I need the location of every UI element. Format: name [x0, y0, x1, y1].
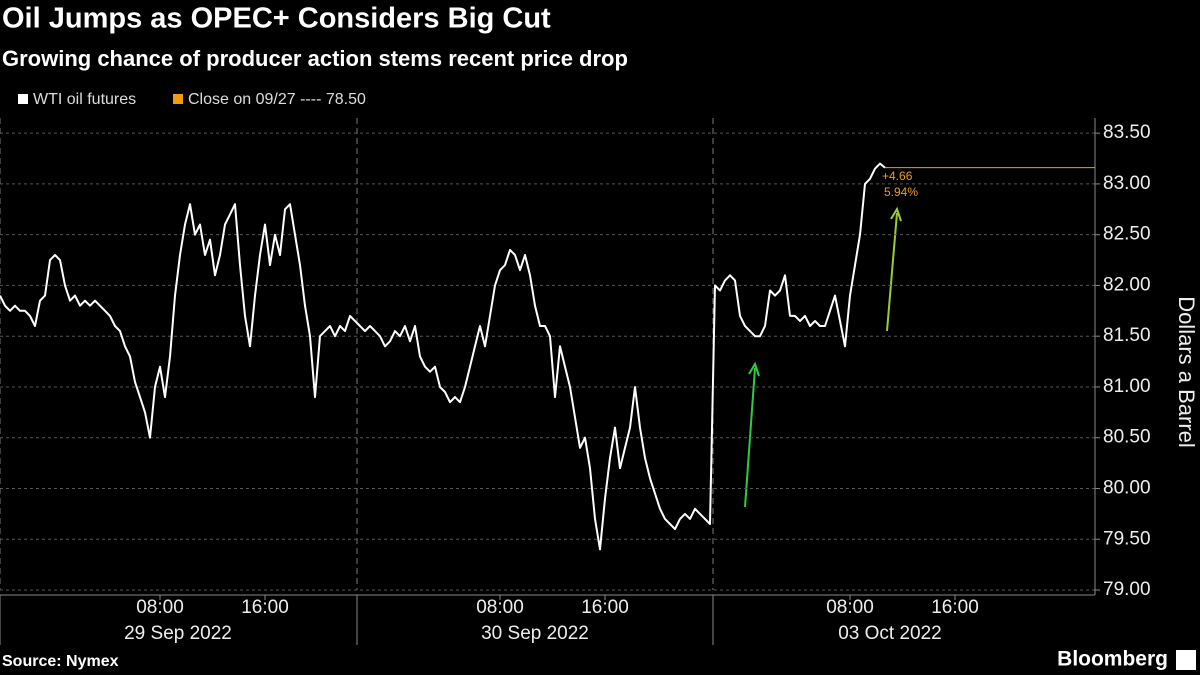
y-tick-label: 79.50: [1103, 528, 1151, 549]
annotation: 5.94%: [884, 185, 918, 199]
y-tick-label: 81.00: [1103, 376, 1151, 397]
x-group-label: 29 Sep 2022: [124, 623, 232, 644]
legend-label: Close on 09/27 ---- 78.50: [188, 91, 366, 108]
y-tick-label: 81.50: [1103, 325, 1151, 346]
arrow: [886, 212, 898, 332]
line: [0, 162, 886, 551]
y-tick-label: 82.00: [1103, 274, 1151, 295]
legend-label: WTI oil futures: [33, 91, 136, 108]
source: Source: Nymex: [2, 653, 119, 670]
y-tick-label: 79.00: [1103, 579, 1151, 600]
x-tick-label: 16:00: [241, 597, 289, 618]
annotation: +4.66: [882, 169, 913, 183]
x-tick-label: 08:00: [476, 597, 524, 618]
legend-swatch: [18, 94, 28, 104]
x-group-label: 30 Sep 2022: [481, 623, 589, 644]
arrow-head: [748, 361, 760, 377]
y-tick-label: 83.50: [1103, 122, 1151, 143]
y-tick-label: 80.50: [1103, 427, 1151, 448]
x-tick-label: 08:00: [826, 597, 874, 618]
brand-icon: [1176, 650, 1196, 670]
legend-swatch: [173, 94, 183, 104]
y-axis-label: Dollars a Barrel: [1174, 296, 1199, 448]
x-group-label: 03 Oct 2022: [838, 623, 942, 644]
x-tick-label: 16:00: [931, 597, 979, 618]
y-tick-label: 82.50: [1103, 224, 1151, 245]
chart-title: Oil Jumps as OPEC+ Considers Big Cut: [2, 3, 551, 35]
brand: Bloomberg: [1057, 648, 1168, 671]
x-tick-label: 08:00: [136, 597, 184, 618]
x-tick-label: 16:00: [581, 597, 629, 618]
y-tick-label: 83.00: [1103, 173, 1151, 194]
y-tick-label: 80.00: [1103, 477, 1151, 498]
chart-subtitle: Growing chance of producer action stems …: [2, 46, 628, 71]
arrow-head: [890, 206, 902, 222]
